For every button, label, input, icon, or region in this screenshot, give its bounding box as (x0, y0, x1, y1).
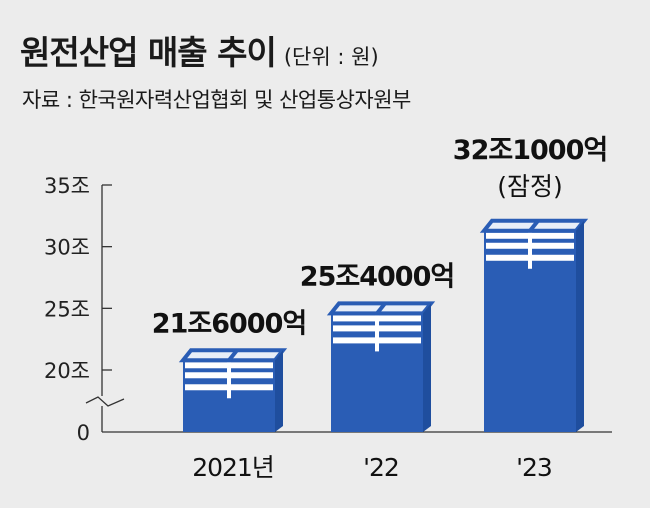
bar-bundle-divider (375, 315, 379, 352)
bar-bundle-divider (227, 362, 231, 399)
title-text: 원전산업 매출 추이 (20, 33, 277, 72)
x-tick-label: '23 (516, 453, 552, 482)
x-tick-label: 2021년 (192, 453, 274, 482)
bar-top-divider (227, 349, 239, 362)
source-note: 자료 : 한국원자력산업협회 및 산업통상자원부 (22, 88, 411, 112)
bar-top-divider (375, 302, 387, 315)
chart-title: 원전산업 매출 추이 (단위 : 원) (20, 26, 379, 74)
data-label-annotation: (잠정) (497, 172, 563, 201)
y-tick-label: 0 (77, 421, 90, 445)
axis-break-mark (85, 396, 125, 407)
bar-side-face (275, 350, 283, 432)
data-label: 25조4000억 (300, 261, 454, 292)
data-label: 21조6000억 (152, 308, 306, 339)
x-tick-label: '22 (363, 453, 399, 482)
y-tick-label: 30조 (44, 236, 90, 260)
bar-bundle-divider (528, 232, 532, 269)
bar-side-face (576, 220, 584, 432)
bar-top-divider (528, 219, 540, 233)
data-label: 32조1000억 (453, 135, 607, 166)
y-tick-label: 20조 (44, 359, 90, 383)
bar-side-face (423, 303, 431, 432)
y-tick-label: 35조 (44, 174, 90, 198)
unit-label: (단위 : 원) (283, 45, 379, 69)
y-tick-label: 25조 (44, 297, 90, 321)
